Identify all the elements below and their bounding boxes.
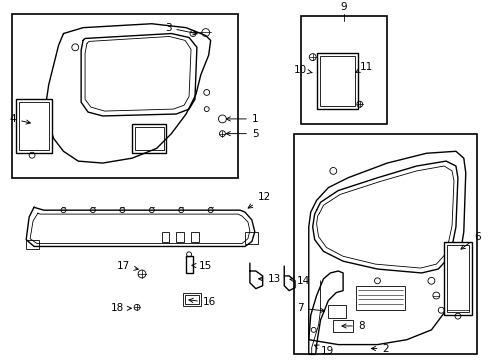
Text: 18: 18 — [111, 303, 131, 313]
Text: 3: 3 — [164, 23, 197, 35]
Bar — [183, 293, 201, 306]
Text: 14: 14 — [289, 276, 309, 286]
Bar — [443, 242, 471, 315]
Text: 16: 16 — [188, 297, 216, 307]
Bar — [16, 99, 52, 153]
Bar — [319, 56, 354, 106]
Bar — [333, 320, 352, 332]
Text: 4: 4 — [9, 114, 30, 124]
Text: 11: 11 — [355, 62, 372, 72]
Bar — [161, 232, 169, 242]
Text: 15: 15 — [191, 261, 212, 271]
Text: 7: 7 — [297, 303, 324, 313]
Bar — [132, 124, 166, 153]
Bar — [293, 134, 476, 354]
Bar — [316, 53, 357, 109]
Bar — [12, 14, 238, 178]
Text: 10: 10 — [293, 65, 312, 75]
Text: 12: 12 — [247, 192, 270, 208]
Bar — [135, 127, 163, 150]
Bar — [328, 305, 346, 318]
Text: 5: 5 — [226, 129, 258, 139]
Text: 13: 13 — [258, 274, 280, 284]
Text: 1: 1 — [226, 114, 258, 124]
Bar — [176, 232, 184, 242]
Text: 17: 17 — [117, 261, 138, 271]
Text: 9: 9 — [340, 2, 346, 12]
Bar — [300, 16, 386, 124]
Bar — [26, 240, 39, 249]
Bar — [191, 232, 199, 242]
Bar — [446, 244, 468, 312]
Bar — [19, 102, 49, 150]
Text: 6: 6 — [460, 231, 480, 249]
Bar — [355, 286, 404, 310]
Text: 2: 2 — [371, 343, 388, 354]
Text: 19: 19 — [314, 345, 333, 356]
Text: 8: 8 — [341, 321, 364, 331]
Bar — [244, 232, 257, 243]
Bar — [185, 294, 199, 304]
